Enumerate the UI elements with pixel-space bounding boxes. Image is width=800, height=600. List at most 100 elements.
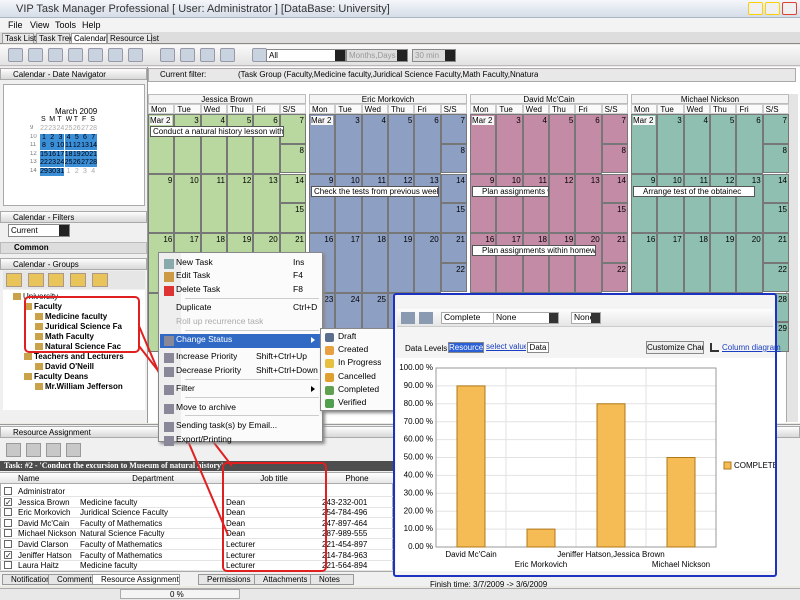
day-cell[interactable]: 22 (762, 262, 789, 292)
day-cell[interactable]: 12 (388, 173, 415, 233)
day-cell[interactable]: 25 (64, 125, 73, 133)
day-cell[interactable]: 12 (72, 142, 81, 151)
tree-node[interactable]: Natural Science Fac (45, 342, 122, 351)
combo-box[interactable]: Current (8, 224, 70, 237)
tree-node[interactable]: University (23, 292, 59, 301)
day-cell[interactable]: 25 (64, 159, 73, 168)
combo-box[interactable]: None (571, 312, 601, 324)
combo-box[interactable]: Months,Days (346, 49, 408, 62)
toolbar-icon[interactable] (252, 48, 267, 62)
tree-node[interactable]: Faculty Deans (34, 372, 89, 381)
menu-item[interactable]: Roll up recurrence task (176, 317, 264, 326)
day-cell[interactable]: 26 (72, 159, 81, 168)
day-cell[interactable]: 3 (81, 168, 89, 176)
checkbox[interactable] (4, 487, 12, 495)
bottom-tab[interactable]: Resource Assignment (92, 574, 180, 585)
level-button[interactable]: select value (486, 342, 526, 351)
task-item[interactable]: Arrange test of the obtainec (633, 185, 755, 197)
day-cell[interactable]: 9 (631, 173, 658, 233)
combo-box[interactable]: 30 min (412, 49, 456, 62)
menu-item[interactable]: Tools (55, 20, 77, 30)
day-cell[interactable]: 20 (575, 233, 602, 293)
menu-item[interactable]: Cancelled (338, 371, 376, 381)
day-cell[interactable]: 10 (335, 173, 362, 233)
menu-item[interactable]: Delete Task (176, 285, 221, 294)
menu-item[interactable]: View (30, 20, 50, 30)
checkbox[interactable] (4, 529, 12, 538)
day-cell[interactable]: 22 (440, 262, 467, 292)
day-cell[interactable]: 15 (601, 203, 628, 233)
toolbar-icon[interactable] (220, 48, 235, 62)
task-item[interactable]: Conduct a natural history lesson with cl… (150, 126, 284, 137)
menu-item[interactable]: Completed (338, 384, 380, 394)
day-cell[interactable]: 13 (736, 173, 763, 233)
toolbar-icon[interactable] (66, 443, 81, 457)
toolbar-icon[interactable] (88, 48, 103, 62)
tree-node[interactable]: Faculty (34, 302, 63, 311)
tree-node[interactable]: Medicine faculty (45, 312, 108, 321)
tree-node[interactable]: Teachers and Lecturers (34, 352, 124, 361)
day-cell[interactable]: 7 (601, 114, 628, 144)
day-cell[interactable]: 19 (72, 150, 81, 159)
toolbar-icon[interactable] (70, 273, 86, 287)
day-cell[interactable]: 5 (549, 114, 576, 174)
checkbox[interactable] (4, 540, 12, 548)
bottom-tab[interactable]: Permissions (198, 574, 260, 585)
toolbar-icon[interactable] (128, 48, 143, 62)
customize-button[interactable]: Customize Chart (646, 341, 704, 354)
tree-node[interactable]: Juridical Science Fa (45, 322, 122, 331)
column-header[interactable]: Phone (345, 474, 369, 483)
tree-node[interactable]: David O'Neill (45, 362, 95, 371)
day-cell[interactable]: 3 (174, 114, 201, 174)
day-cell[interactable]: 4 (522, 114, 549, 174)
day-cell[interactable]: 2 (72, 168, 81, 176)
bottom-tab[interactable]: Notes (310, 574, 354, 585)
day-cell[interactable]: 18 (683, 233, 710, 293)
day-cell[interactable]: 14 (89, 142, 98, 151)
tab[interactable]: Task List (2, 33, 36, 44)
day-cell[interactable]: 8 (440, 143, 467, 173)
window-button[interactable] (765, 2, 780, 15)
menu-item[interactable]: Draft (338, 332, 357, 341)
window-button[interactable] (748, 2, 763, 15)
checkbox[interactable] (4, 561, 12, 570)
menu-item[interactable]: Help (82, 20, 101, 30)
day-cell[interactable]: 11 (200, 173, 227, 233)
checkbox[interactable] (4, 518, 12, 527)
day-cell[interactable]: 9 (470, 173, 497, 233)
combo-box[interactable]: None (493, 312, 559, 324)
day-cell[interactable]: 19 (710, 233, 737, 293)
day-cell[interactable]: 10 (174, 173, 201, 233)
tab[interactable]: Calendar (71, 33, 107, 44)
level-button[interactable]: Data (527, 342, 549, 353)
day-cell[interactable]: Mar 2 (470, 114, 497, 174)
day-cell[interactable]: 2 (48, 133, 57, 142)
day-cell[interactable]: 19 (388, 233, 415, 293)
day-cell[interactable]: 31 (56, 168, 65, 176)
day-cell[interactable]: 17 (56, 150, 65, 159)
checkbox[interactable]: ✓ (4, 497, 12, 507)
day-cell[interactable]: 12 (227, 173, 254, 233)
bottom-tab[interactable]: Attachments (254, 574, 316, 585)
menu-item[interactable]: Decrease Priority (176, 366, 242, 375)
day-cell[interactable]: 4 (361, 114, 388, 174)
window-button[interactable] (782, 2, 797, 15)
day-cell[interactable]: 7 (762, 114, 789, 144)
toolbar-icon[interactable] (26, 443, 41, 457)
task-item[interactable]: Plan assignments wi (472, 185, 549, 197)
checkbox[interactable]: ✓ (4, 550, 12, 560)
day-cell[interactable]: 10 (657, 173, 684, 233)
day-cell[interactable]: 9 (48, 142, 57, 151)
day-cell[interactable]: Mar 2 (309, 114, 336, 174)
tree-node[interactable]: Mr.William Jefferson (45, 382, 123, 391)
checkbox[interactable] (4, 508, 12, 517)
toolbar-icon[interactable] (419, 312, 433, 324)
day-cell[interactable]: 5 (227, 114, 254, 174)
day-cell[interactable]: 21 (89, 150, 98, 159)
day-cell[interactable]: 3 (496, 114, 523, 174)
day-cell[interactable]: 27 (81, 159, 89, 168)
day-cell[interactable]: 21 (601, 233, 628, 263)
menu-item[interactable]: Export/Printing (176, 435, 232, 444)
day-cell[interactable]: 13 (414, 173, 441, 233)
toolbar-icon[interactable] (108, 48, 123, 62)
